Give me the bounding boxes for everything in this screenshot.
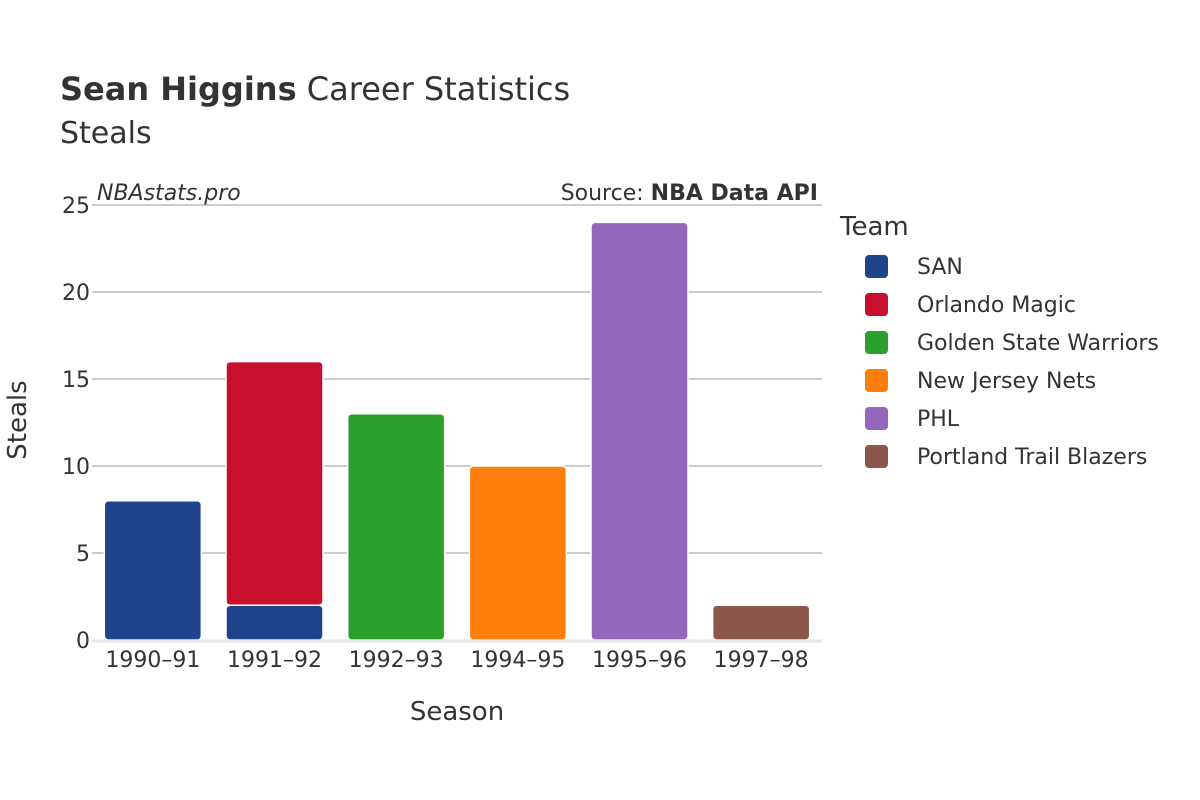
legend-swatch [865, 293, 888, 316]
legend-swatch [865, 331, 888, 354]
x-tick-label: 1991–92 [227, 648, 322, 673]
x-axis-title: Season [410, 697, 504, 727]
x-tick-label: 1995–96 [592, 648, 687, 673]
y-axis-ticks: 0 5 10 15 20 25 [62, 194, 90, 654]
source-prefix: Source: [561, 181, 651, 206]
bar-segment [711, 604, 811, 641]
legend-label: Portland Trail Blazers [917, 445, 1147, 470]
legend: Team SAN Orlando Magic Golden State Warrio… [839, 212, 1159, 470]
y-tick-label: 0 [76, 629, 90, 654]
x-tick-label: 1990–91 [105, 648, 200, 673]
y-tick-label: 20 [62, 281, 90, 306]
chart-title-player: Sean Higgins [60, 70, 297, 108]
x-tick-label: 1994–95 [470, 648, 565, 673]
legend-title: Team [839, 212, 909, 242]
bar-segment [590, 221, 689, 641]
source-name: NBA Data API [651, 181, 818, 206]
bar-segment [468, 465, 568, 641]
bar-segment [225, 360, 324, 606]
legend-swatch [865, 407, 888, 430]
legend-swatch [865, 369, 888, 392]
x-tick-label: 1997–98 [714, 648, 809, 673]
legend-label: Golden State Warriors [917, 331, 1159, 356]
chart-title: Sean Higgins Career Statistics [60, 70, 570, 108]
chart-title-rest: Career Statistics [297, 70, 571, 108]
legend-swatch [865, 255, 888, 278]
x-axis-ticks: 1990–91 1991–92 1992–93 1994–95 1995–96 1997–… [105, 648, 808, 673]
grid-lines [92, 204, 822, 554]
bar-segment [346, 413, 446, 641]
bar-segment [225, 604, 324, 641]
legend-label: Orlando Magic [917, 293, 1076, 318]
legend-label: PHL [917, 407, 960, 432]
y-tick-label: 10 [62, 455, 90, 480]
y-tick-label: 15 [62, 368, 90, 393]
y-tick-label: 25 [62, 194, 90, 219]
bars [103, 221, 811, 641]
legend-label: New Jersey Nets [917, 369, 1096, 394]
legend-swatch [865, 445, 888, 468]
watermark: NBAstats.pro [97, 181, 241, 206]
bar-segment [103, 500, 203, 641]
y-axis-title: Steals [3, 380, 33, 459]
y-tick-label: 5 [76, 542, 90, 567]
legend-label: SAN [917, 255, 963, 280]
x-tick-label: 1992–93 [349, 648, 444, 673]
source-credit: Source: NBA Data API [561, 181, 818, 206]
chart-subtitle: Steals [60, 116, 152, 151]
